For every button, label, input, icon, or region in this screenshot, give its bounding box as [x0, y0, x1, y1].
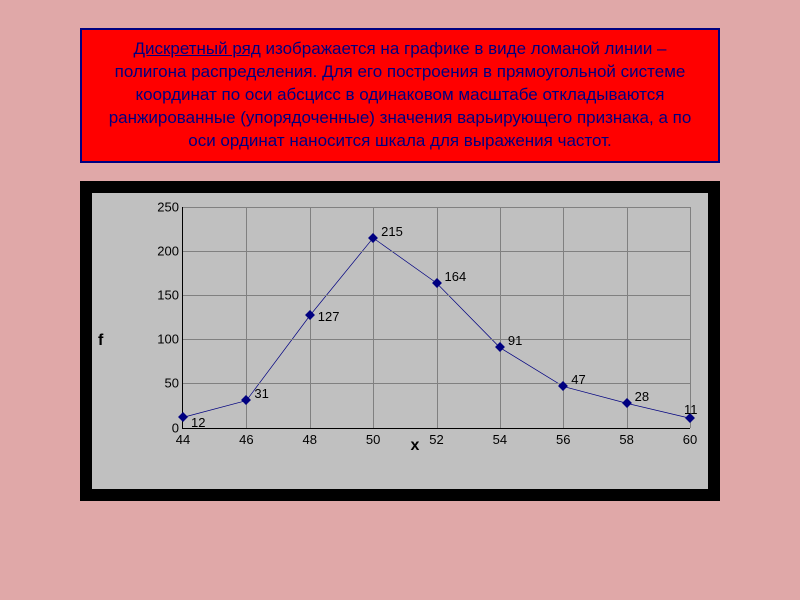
- chart-frame: f 05010015020025044464850525456586012311…: [80, 181, 720, 501]
- gridline-v: [437, 207, 438, 428]
- x-tick-label: 52: [429, 432, 443, 447]
- data-label: 91: [508, 333, 522, 348]
- data-label: 11: [684, 402, 698, 417]
- chart-inner: f 05010015020025044464850525456586012311…: [92, 193, 708, 489]
- y-axis-label: f: [98, 332, 103, 350]
- x-tick-label: 60: [683, 432, 697, 447]
- data-label: 47: [571, 372, 585, 387]
- gridline-v: [246, 207, 247, 428]
- data-label: 164: [445, 269, 467, 284]
- y-tick-label: 100: [157, 332, 179, 347]
- x-tick-label: 48: [303, 432, 317, 447]
- x-axis-label: x: [411, 437, 420, 455]
- plot-wrap: 0501001502002504446485052545658601231127…: [140, 207, 690, 451]
- x-tick-label: 58: [619, 432, 633, 447]
- gridline-v: [500, 207, 501, 428]
- y-tick-label: 200: [157, 243, 179, 258]
- x-tick-label: 54: [493, 432, 507, 447]
- x-tick-label: 46: [239, 432, 253, 447]
- data-label: 127: [318, 309, 340, 324]
- description-textbox: Дискретный ряд изображается на графике в…: [80, 28, 720, 163]
- x-tick-label: 56: [556, 432, 570, 447]
- data-label: 28: [635, 389, 649, 404]
- y-tick-label: 150: [157, 288, 179, 303]
- y-tick-label: 250: [157, 199, 179, 214]
- data-label: 12: [191, 415, 205, 430]
- data-label: 31: [254, 386, 268, 401]
- description-lead: Дискретный ряд: [133, 39, 260, 58]
- gridline-v: [627, 207, 628, 428]
- data-label: 215: [381, 224, 403, 239]
- gridline-v: [690, 207, 691, 428]
- x-tick-label: 50: [366, 432, 380, 447]
- gridline-v: [563, 207, 564, 428]
- plot-area: 0501001502002504446485052545658601231127…: [182, 207, 690, 429]
- y-tick-label: 50: [165, 376, 179, 391]
- x-tick-label: 44: [176, 432, 190, 447]
